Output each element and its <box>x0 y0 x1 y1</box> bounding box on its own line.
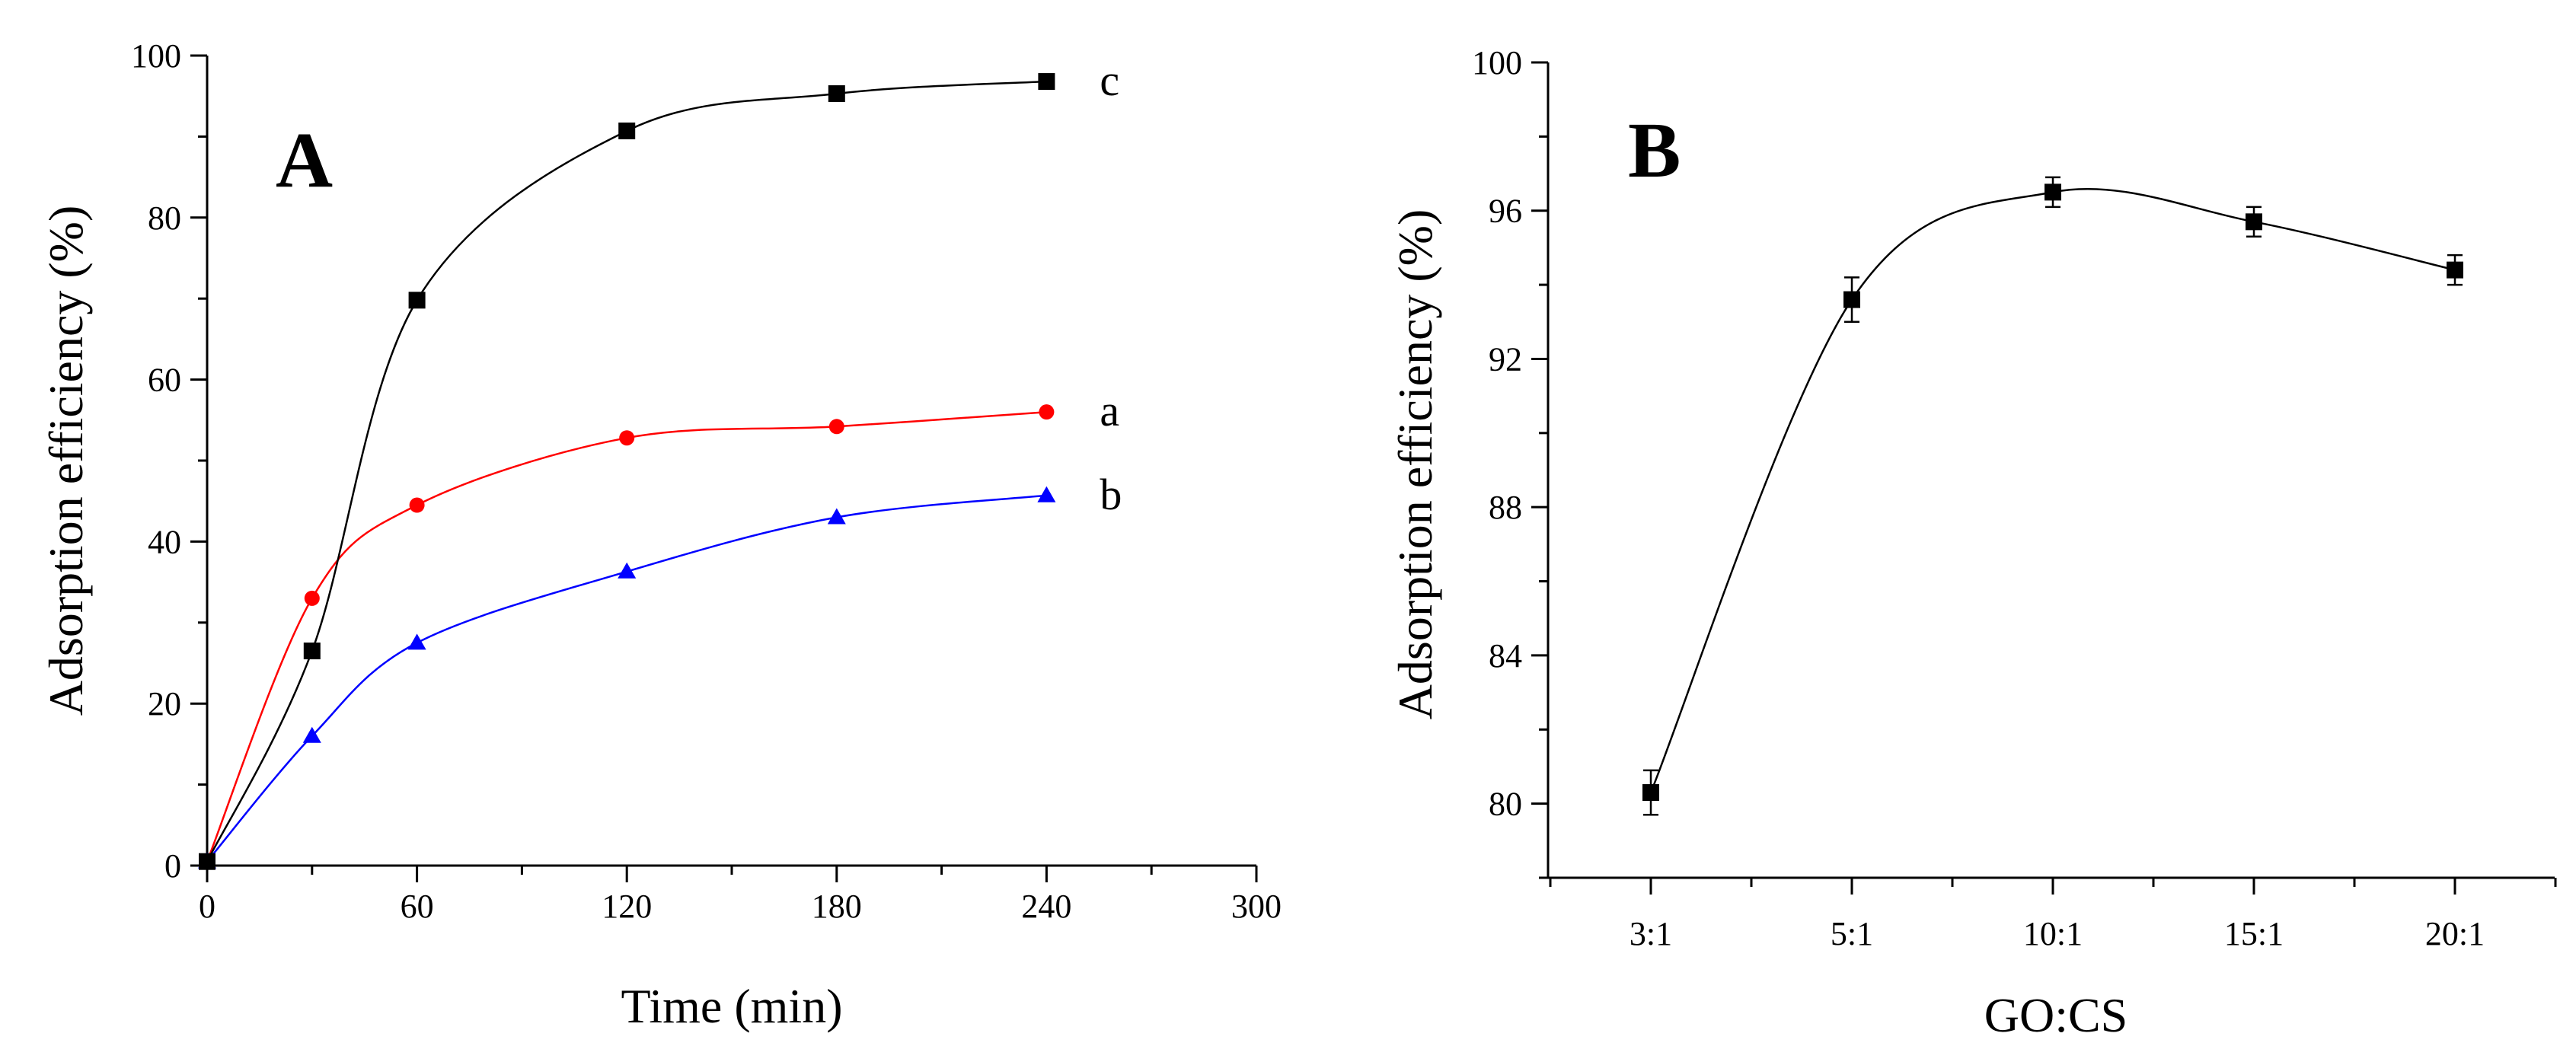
panel-b-x-tick-label: 5:1 <box>1831 915 1873 952</box>
panel-a-series-a-tag: a <box>1100 386 1119 435</box>
panel-a-curves <box>206 80 1047 863</box>
panel-a-series-c-point <box>199 853 215 870</box>
panel-a-x-tick-label: 240 <box>1021 888 1071 925</box>
panel-a-series-c-line <box>206 80 1047 863</box>
panel-a-series-b-line <box>206 494 1047 863</box>
panel-a-series-a-point <box>1039 404 1055 420</box>
panel-a-series-c-point <box>303 643 321 660</box>
panel-a-series-c-point <box>618 122 636 139</box>
panel-b-x-tick-label: 10:1 <box>2023 915 2083 952</box>
panel-a-series-c-tag: c <box>1100 56 1119 105</box>
panel-a-series-tags: ab c <box>1100 56 1122 519</box>
panel-a-series-a-point <box>619 430 635 446</box>
panel-b-ticks: 3:1 5:1 10:1 15:1 20:1 80 84 88 92 96 100 <box>1472 44 2557 952</box>
panel-a-series-b-point <box>302 726 321 743</box>
panel-a-x-tick-label: 180 <box>812 888 862 925</box>
panel-a-y-tick-label: 0 <box>164 847 181 885</box>
panel-a-series-b-point <box>407 633 426 650</box>
panel-b-x-axis-title: GO:CS <box>1984 988 2128 1042</box>
panel-a-y-tick-label: 20 <box>148 685 181 722</box>
panel-a-series-a-line <box>206 410 1047 863</box>
panel-a-chart: 0 60 120 180 240 300 0 20 40 60 80 100 ab c A Time (… <box>39 37 1282 1033</box>
panel-a-series-c-point <box>828 85 845 103</box>
panel-b-letter: B <box>1628 107 1681 194</box>
panel-a-y-tick-label: 40 <box>148 523 181 560</box>
panel-a-series-a-point <box>828 419 844 435</box>
panel-a-series-a-point <box>409 497 425 513</box>
panel-b-y-tick-label: 100 <box>1472 44 1522 81</box>
panel-b-y-axis-title: Adsorption efficiency (%) <box>1388 209 1442 720</box>
panel-a-series-b-point <box>1037 486 1056 502</box>
panel-a-y-axis-title: Adsorption efficiency (%) <box>39 206 93 716</box>
panel-b-y-tick-label: 88 <box>1489 489 1522 526</box>
panel-b-y-tick-label: 84 <box>1489 637 1522 675</box>
panel-a-series-a-point <box>304 590 320 606</box>
panel-b-y-tick-label: 96 <box>1489 193 1522 230</box>
panel-a-letter: A <box>276 116 333 204</box>
panel-b-data-point <box>2246 213 2262 231</box>
panel-b-data-point <box>2045 183 2061 201</box>
panel-b-series-line <box>1649 187 2456 793</box>
panel-a-series-b-point <box>827 508 846 525</box>
panel-a-y-tick-label: 100 <box>131 37 181 75</box>
panel-b-x-tick-label: 15:1 <box>2224 915 2284 952</box>
panel-a-series-c-point <box>408 292 426 309</box>
panel-b-data-point <box>1843 291 1860 308</box>
panel-a-series-b-point <box>618 562 637 579</box>
panel-a-x-tick-label: 0 <box>199 888 215 925</box>
panel-a-ticks: 0 60 120 180 240 300 0 20 40 60 80 100 <box>131 37 1282 925</box>
panel-a-x-axis-title: Time (min) <box>621 979 843 1033</box>
panel-a-x-tick-label: 120 <box>602 888 652 925</box>
panel-b-y-tick-label: 80 <box>1489 786 1522 823</box>
panel-b-data-point <box>2447 261 2463 279</box>
panel-a-series-c-point <box>1038 73 1055 91</box>
panel-a-markers <box>198 73 1056 870</box>
panel-a-series-b-tag: b <box>1100 470 1122 519</box>
panel-b-data-point <box>1642 784 1659 802</box>
panel-b-y-tick-label: 92 <box>1489 340 1522 378</box>
panel-a-y-tick-label: 80 <box>148 199 181 237</box>
panel-a-x-tick-label: 300 <box>1231 888 1282 925</box>
panel-b-x-tick-label: 3:1 <box>1630 915 1672 952</box>
panel-b-curves <box>1649 187 2456 793</box>
panel-a-y-tick-label: 60 <box>148 362 181 399</box>
panel-a-x-tick-label: 60 <box>401 888 434 925</box>
panel-b-x-tick-label: 20:1 <box>2425 915 2485 952</box>
panel-b-markers <box>1642 176 2463 816</box>
